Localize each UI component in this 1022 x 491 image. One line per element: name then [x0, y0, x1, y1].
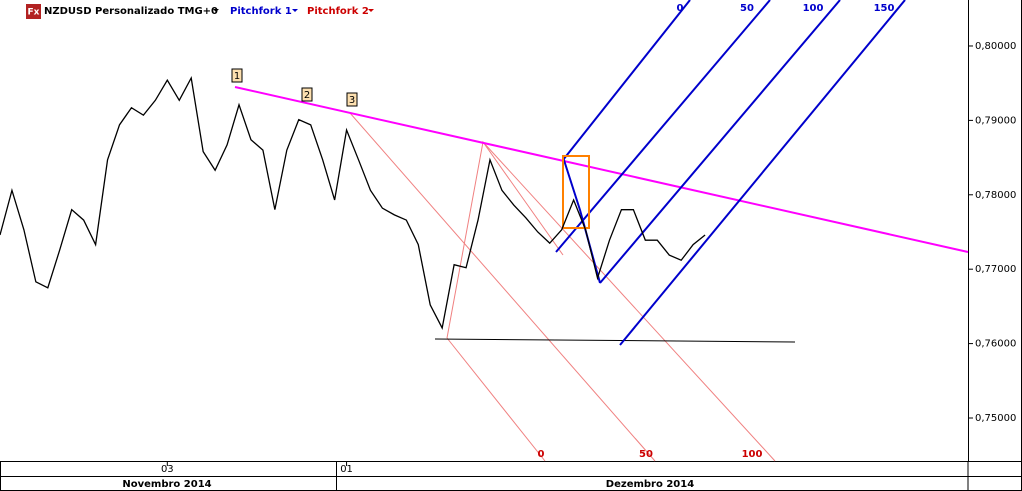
- rectangle: [562, 155, 590, 229]
- point-label: 1: [234, 71, 240, 82]
- pitchfork-1-line: [619, 0, 906, 346]
- dropdown-arrow[interactable]: [368, 9, 374, 12]
- pitchfork-2-line: [482, 141, 776, 462]
- drawings: [234, 0, 969, 462]
- y-tick-label: 0,78000: [975, 190, 1016, 201]
- dropdown-arrow[interactable]: [292, 9, 298, 12]
- y-tick-label: 0,76000: [975, 339, 1016, 350]
- pitchfork-2-line: [446, 337, 546, 462]
- trend-line: [234, 86, 969, 253]
- level-label: 150: [874, 3, 895, 14]
- chart-title: NZDUSD Personalizado TMG+0: [44, 6, 218, 17]
- dropdown-arrow[interactable]: [213, 9, 219, 12]
- level-label: 100: [742, 449, 763, 460]
- level-label: 0: [677, 3, 684, 14]
- point-label: 3: [349, 95, 355, 106]
- pitchfork-1-line: [562, 0, 691, 161]
- price-line: [0, 75, 706, 330]
- pitchfork-1-line: [599, 0, 841, 284]
- y-tick-label: 0,80000: [975, 41, 1016, 52]
- x-tick-label: 03: [161, 464, 174, 475]
- icon-text: Fx: [28, 8, 40, 18]
- level-label: 50: [639, 449, 653, 460]
- point-label: 2: [304, 90, 310, 101]
- level-label: 100: [803, 3, 824, 14]
- month-label: Dezembro 2014: [606, 479, 694, 490]
- plot: [0, 75, 706, 330]
- icon: [26, 4, 41, 19]
- x-tick-label: 01: [340, 464, 353, 475]
- point-marker: [231, 68, 243, 83]
- level-label: 0: [538, 449, 545, 460]
- y-tick-label: 0,79000: [975, 115, 1016, 126]
- pitchfork-2-label[interactable]: Pitchfork 2: [307, 6, 369, 17]
- y-tick-label: 0,77000: [975, 264, 1016, 275]
- pitchfork-1-line: [555, 0, 771, 253]
- month-label: Novembro 2014: [122, 479, 211, 490]
- y-tick-label: 0,75000: [975, 413, 1016, 424]
- level-label: 50: [740, 3, 754, 14]
- horizontal-line: [434, 338, 796, 343]
- point-marker: [301, 87, 313, 102]
- point-marker: [346, 92, 358, 107]
- pitchfork-2-line: [349, 112, 656, 462]
- pitchfork-1-label[interactable]: Pitchfork 1: [230, 6, 292, 17]
